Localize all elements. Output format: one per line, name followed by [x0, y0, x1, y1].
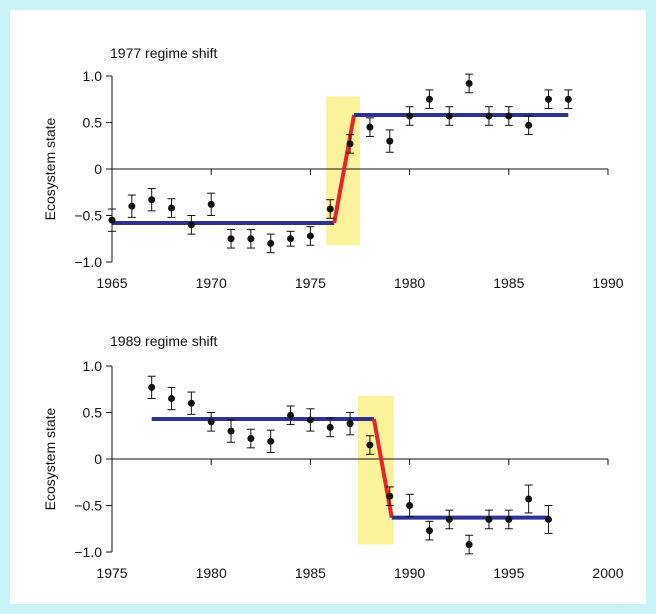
data-point — [326, 423, 334, 431]
data-point — [267, 239, 275, 247]
data-marks — [147, 375, 553, 555]
x-tick-label: 1985 — [493, 275, 524, 291]
data-point — [386, 492, 394, 500]
data-point — [406, 502, 414, 509]
data-point — [326, 205, 334, 213]
y-tick-label: 1.0 — [83, 358, 103, 374]
data-point — [366, 441, 374, 449]
data-point — [128, 202, 136, 210]
data-point — [425, 95, 433, 103]
y-tick-label: 0 — [94, 161, 102, 177]
data-point — [366, 123, 374, 131]
data-point — [525, 121, 533, 129]
data-point — [445, 112, 453, 120]
chart-title: 1989 regime shift — [110, 333, 218, 349]
data-point — [445, 515, 453, 523]
data-point — [108, 216, 116, 224]
x-tick-label: 1965 — [96, 275, 127, 291]
data-point — [227, 427, 235, 435]
data-point — [306, 416, 314, 424]
data-point — [207, 418, 215, 426]
data-point — [465, 541, 473, 549]
data-point — [544, 95, 552, 103]
data-point — [148, 196, 156, 204]
data-point — [227, 235, 235, 243]
data-point — [485, 112, 493, 120]
chart-1977-regime-shift: 1977 regime shift Ecosystem state 1.0 0.5… — [42, 45, 624, 291]
chart-1989-regime-shift: 1989 regime shift Ecosystem state 1.0 0.5… — [42, 333, 624, 581]
data-point — [187, 399, 195, 407]
data-point — [306, 232, 314, 240]
y-tick-label: 0 — [94, 451, 102, 467]
y-tick-label: −1.0 — [74, 544, 102, 560]
y-axis-label: Ecosystem state — [42, 117, 58, 220]
data-point — [346, 420, 354, 428]
data-point — [148, 383, 156, 391]
y-tick-label: −0.5 — [74, 208, 102, 224]
data-point — [505, 515, 513, 523]
regime-shift-line — [332, 114, 357, 224]
data-point — [187, 221, 195, 229]
y-axis-label: Ecosystem state — [42, 407, 58, 510]
data-point — [386, 137, 394, 145]
data-point — [168, 395, 176, 403]
x-tick-label: 2000 — [592, 565, 623, 581]
data-point — [346, 140, 354, 148]
data-point — [564, 95, 572, 103]
x-tick-label: 1990 — [592, 275, 623, 291]
x-tick-label: 1970 — [196, 275, 227, 291]
data-point — [525, 495, 533, 503]
data-point — [247, 435, 255, 443]
data-point — [287, 411, 295, 419]
data-point — [544, 515, 552, 523]
axes: 1.0 0.5 0 −0.5 −1.0 1965 1970 1975 1980 1985 1990 — [74, 68, 623, 291]
x-tick-label: 1990 — [394, 565, 425, 581]
data-point — [267, 437, 275, 445]
data-point — [207, 200, 215, 208]
data-point — [425, 527, 433, 535]
x-tick-label: 1980 — [394, 275, 425, 291]
data-point — [485, 515, 493, 523]
data-point — [505, 112, 513, 120]
data-point — [465, 79, 473, 87]
x-tick-label: 1975 — [96, 565, 127, 581]
data-point — [287, 235, 295, 243]
regime-shift-line — [371, 418, 394, 518]
x-tick-label: 1995 — [493, 565, 524, 581]
data-point — [247, 235, 255, 243]
y-tick-label: −1.0 — [74, 254, 102, 270]
axes: 1.0 0.5 0 −0.5 −1.0 1975 1980 1985 1990 1995 2000 — [74, 358, 623, 581]
data-point — [168, 204, 176, 212]
y-tick-label: 1.0 — [83, 68, 103, 84]
x-tick-label: 1985 — [295, 565, 326, 581]
chart-title: 1977 regime shift — [110, 45, 218, 61]
x-tick-label: 1975 — [295, 275, 326, 291]
y-tick-label: 0.5 — [83, 115, 103, 131]
y-tick-label: 0.5 — [83, 405, 103, 421]
data-marks — [108, 73, 573, 254]
y-tick-label: −0.5 — [74, 498, 102, 514]
x-tick-label: 1980 — [196, 565, 227, 581]
data-point — [406, 112, 414, 120]
